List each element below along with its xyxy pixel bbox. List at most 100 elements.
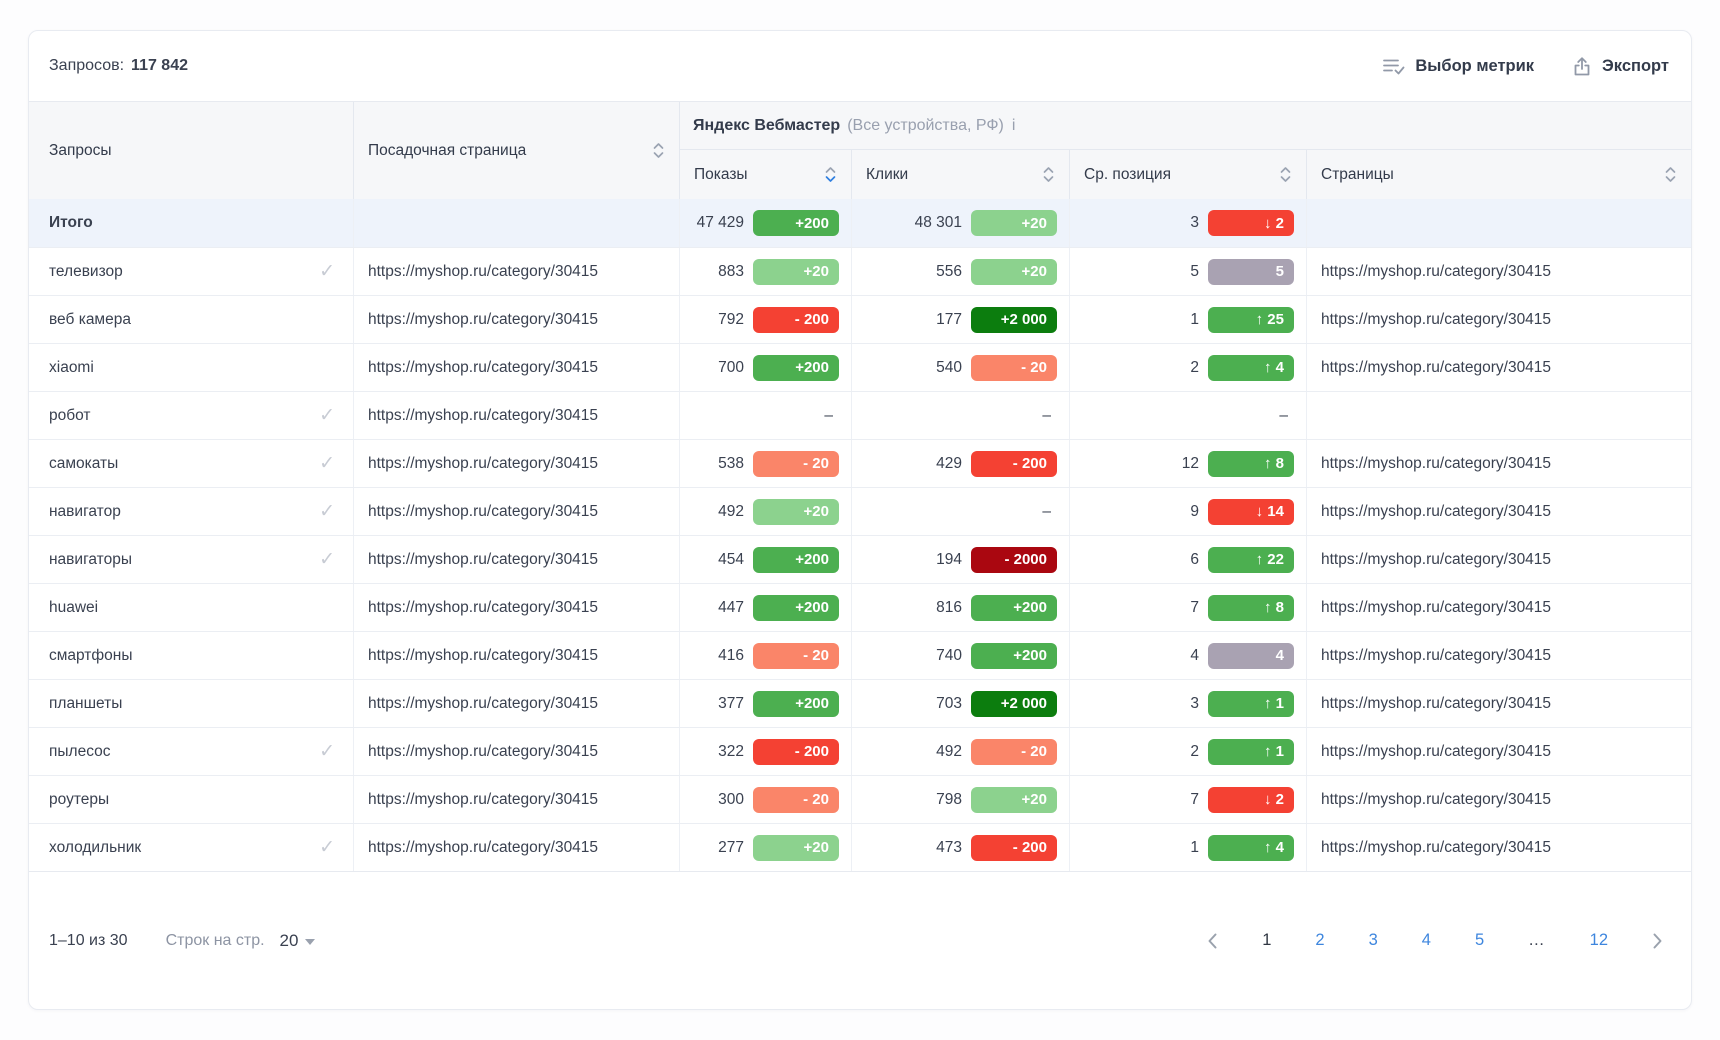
clicks-cell: 703 +2 000: [851, 680, 1069, 727]
toolbar: Запросов: 117 842 Выбор метрик Экспорт: [29, 31, 1691, 101]
landing-page-link[interactable]: https://myshop.ru/category/30415: [368, 454, 599, 472]
query-cell: холодильник ✓: [29, 824, 353, 871]
impressions-delta-badge: +200: [753, 594, 839, 621]
rows-range: 1–10 из 30: [49, 931, 128, 949]
clicks-cell: 429 - 200: [851, 440, 1069, 487]
check-icon: ✓: [319, 261, 335, 282]
clicks-value: –: [1042, 502, 1051, 520]
page-link[interactable]: https://myshop.ru/category/30415: [1321, 742, 1552, 760]
page-link[interactable]: 2: [1315, 931, 1325, 949]
position-value: 3: [1190, 214, 1199, 231]
column-header-impressions[interactable]: Показы: [679, 150, 851, 199]
sort-icon[interactable]: [825, 165, 836, 184]
sort-icon[interactable]: [1280, 165, 1291, 184]
check-icon: ✓: [319, 741, 335, 762]
query-cell: планшеты: [29, 680, 353, 727]
clicks-cell: 556 +20: [851, 248, 1069, 295]
query-cell: веб камера: [29, 296, 353, 343]
check-icon: ✓: [319, 405, 335, 426]
page-link[interactable]: https://myshop.ru/category/30415: [1321, 310, 1552, 328]
page-link[interactable]: 3: [1368, 931, 1378, 949]
clicks-cell: 798 +20: [851, 776, 1069, 823]
column-label: Ср. позиция: [1084, 165, 1171, 183]
next-page-button[interactable]: [1652, 932, 1663, 950]
page-link[interactable]: 5: [1474, 931, 1485, 949]
landing-page-link[interactable]: https://myshop.ru/category/30415: [368, 790, 599, 808]
impressions-cell: 377 +200: [679, 680, 851, 727]
clicks-delta-badge: - 200: [971, 450, 1057, 477]
landing-page-cell: https://myshop.ru/category/30415: [353, 680, 679, 727]
page-link[interactable]: https://myshop.ru/category/30415: [1321, 502, 1552, 520]
landing-page-link[interactable]: https://myshop.ru/category/30415: [368, 694, 599, 712]
column-header-clicks[interactable]: Клики: [851, 150, 1069, 199]
footer-left: 1–10 из 30 Строк на стр. 20: [49, 931, 316, 951]
impressions-value: –: [824, 406, 833, 424]
position-value: 4: [1190, 646, 1199, 664]
page-link[interactable]: 12: [1589, 931, 1608, 949]
column-header-queries[interactable]: Запросы: [29, 102, 353, 199]
landing-page-link[interactable]: https://myshop.ru/category/30415: [368, 550, 599, 568]
table-row: смартфоны https://myshop.ru/category/3041…: [29, 631, 1691, 679]
page-link[interactable]: https://myshop.ru/category/30415: [1321, 790, 1552, 808]
position-delta-badge: ↑ 4: [1208, 354, 1294, 381]
query-cell: навигатор ✓: [29, 488, 353, 535]
query-cell: смартфоны: [29, 632, 353, 679]
impressions-cell: 538 - 20: [679, 440, 851, 487]
rows-per-page-label: Строк на стр.: [165, 931, 265, 949]
column-header-landing-page[interactable]: Посадочная страница: [353, 102, 679, 199]
sort-icon[interactable]: [653, 141, 664, 160]
page-link[interactable]: https://myshop.ru/category/30415: [1321, 646, 1552, 664]
page-link[interactable]: https://myshop.ru/category/30415: [1321, 454, 1552, 472]
queries-total-label: Запросов:: [49, 57, 125, 74]
rows-per-page-select[interactable]: 20: [280, 931, 316, 951]
landing-page-cell: https://myshop.ru/category/30415: [353, 728, 679, 775]
clicks-cell: 492 - 20: [851, 728, 1069, 775]
impressions-delta-badge: +200: [753, 210, 839, 236]
landing-page-link[interactable]: https://myshop.ru/category/30415: [368, 262, 599, 280]
pages-cell: https://myshop.ru/category/30415: [1306, 584, 1691, 631]
impressions-delta-badge: - 20: [753, 642, 839, 669]
page-link[interactable]: https://myshop.ru/category/30415: [1321, 550, 1552, 568]
total-label: Итого: [49, 214, 93, 231]
landing-page-link[interactable]: https://myshop.ru/category/30415: [368, 646, 599, 664]
clicks-value: 48 301: [914, 214, 962, 231]
landing-page-link[interactable]: https://myshop.ru/category/30415: [368, 310, 599, 328]
impressions-delta-badge: +20: [753, 834, 839, 861]
impressions-value: 792: [718, 310, 744, 328]
metrics-select-button[interactable]: Выбор метрик: [1382, 56, 1534, 76]
page-link[interactable]: https://myshop.ru/category/30415: [1321, 262, 1552, 280]
position-delta-badge: ↓ 14: [1208, 498, 1294, 525]
sort-icon[interactable]: [1665, 165, 1676, 184]
pages-cell: https://myshop.ru/category/30415: [1306, 440, 1691, 487]
page-link[interactable]: https://myshop.ru/category/30415: [1321, 358, 1552, 376]
column-header-position[interactable]: Ср. позиция: [1069, 150, 1306, 199]
column-header-pages[interactable]: Страницы: [1306, 150, 1691, 199]
landing-page-link[interactable]: https://myshop.ru/category/30415: [368, 502, 599, 520]
info-icon[interactable]: i: [1011, 116, 1016, 134]
landing-page-cell: https://myshop.ru/category/30415: [353, 440, 679, 487]
list-check-icon: [1383, 59, 1405, 75]
page-current[interactable]: 1: [1262, 931, 1272, 949]
toolbar-actions: Выбор метрик Экспорт: [1382, 56, 1669, 77]
pagination: 1 2 3 4 5… 12: [1207, 931, 1663, 950]
position-delta-badge: 5: [1208, 258, 1294, 285]
page-link[interactable]: https://myshop.ru/category/30415: [1321, 838, 1552, 856]
export-button[interactable]: Экспорт: [1572, 56, 1669, 77]
landing-page-link[interactable]: https://myshop.ru/category/30415: [368, 598, 599, 616]
clicks-delta-badge: +20: [971, 210, 1057, 236]
sort-icon[interactable]: [1043, 165, 1054, 184]
clicks-value: 556: [936, 262, 962, 280]
position-delta-badge: ↑ 25: [1208, 306, 1294, 333]
landing-page-link[interactable]: https://myshop.ru/category/30415: [368, 838, 599, 856]
page-link[interactable]: https://myshop.ru/category/30415: [1321, 598, 1552, 616]
page-link[interactable]: 4: [1421, 931, 1431, 949]
clicks-delta-badge: - 20: [971, 738, 1057, 765]
prev-page-button[interactable]: [1207, 932, 1218, 950]
landing-page-link[interactable]: https://myshop.ru/category/30415: [368, 406, 599, 424]
impressions-cell: 792 - 200: [679, 296, 851, 343]
landing-page-link[interactable]: https://myshop.ru/category/30415: [368, 742, 599, 760]
table-row: huawei https://myshop.ru/category/30415 44…: [29, 583, 1691, 631]
page-link[interactable]: https://myshop.ru/category/30415: [1321, 694, 1552, 712]
landing-page-link[interactable]: https://myshop.ru/category/30415: [368, 358, 599, 376]
